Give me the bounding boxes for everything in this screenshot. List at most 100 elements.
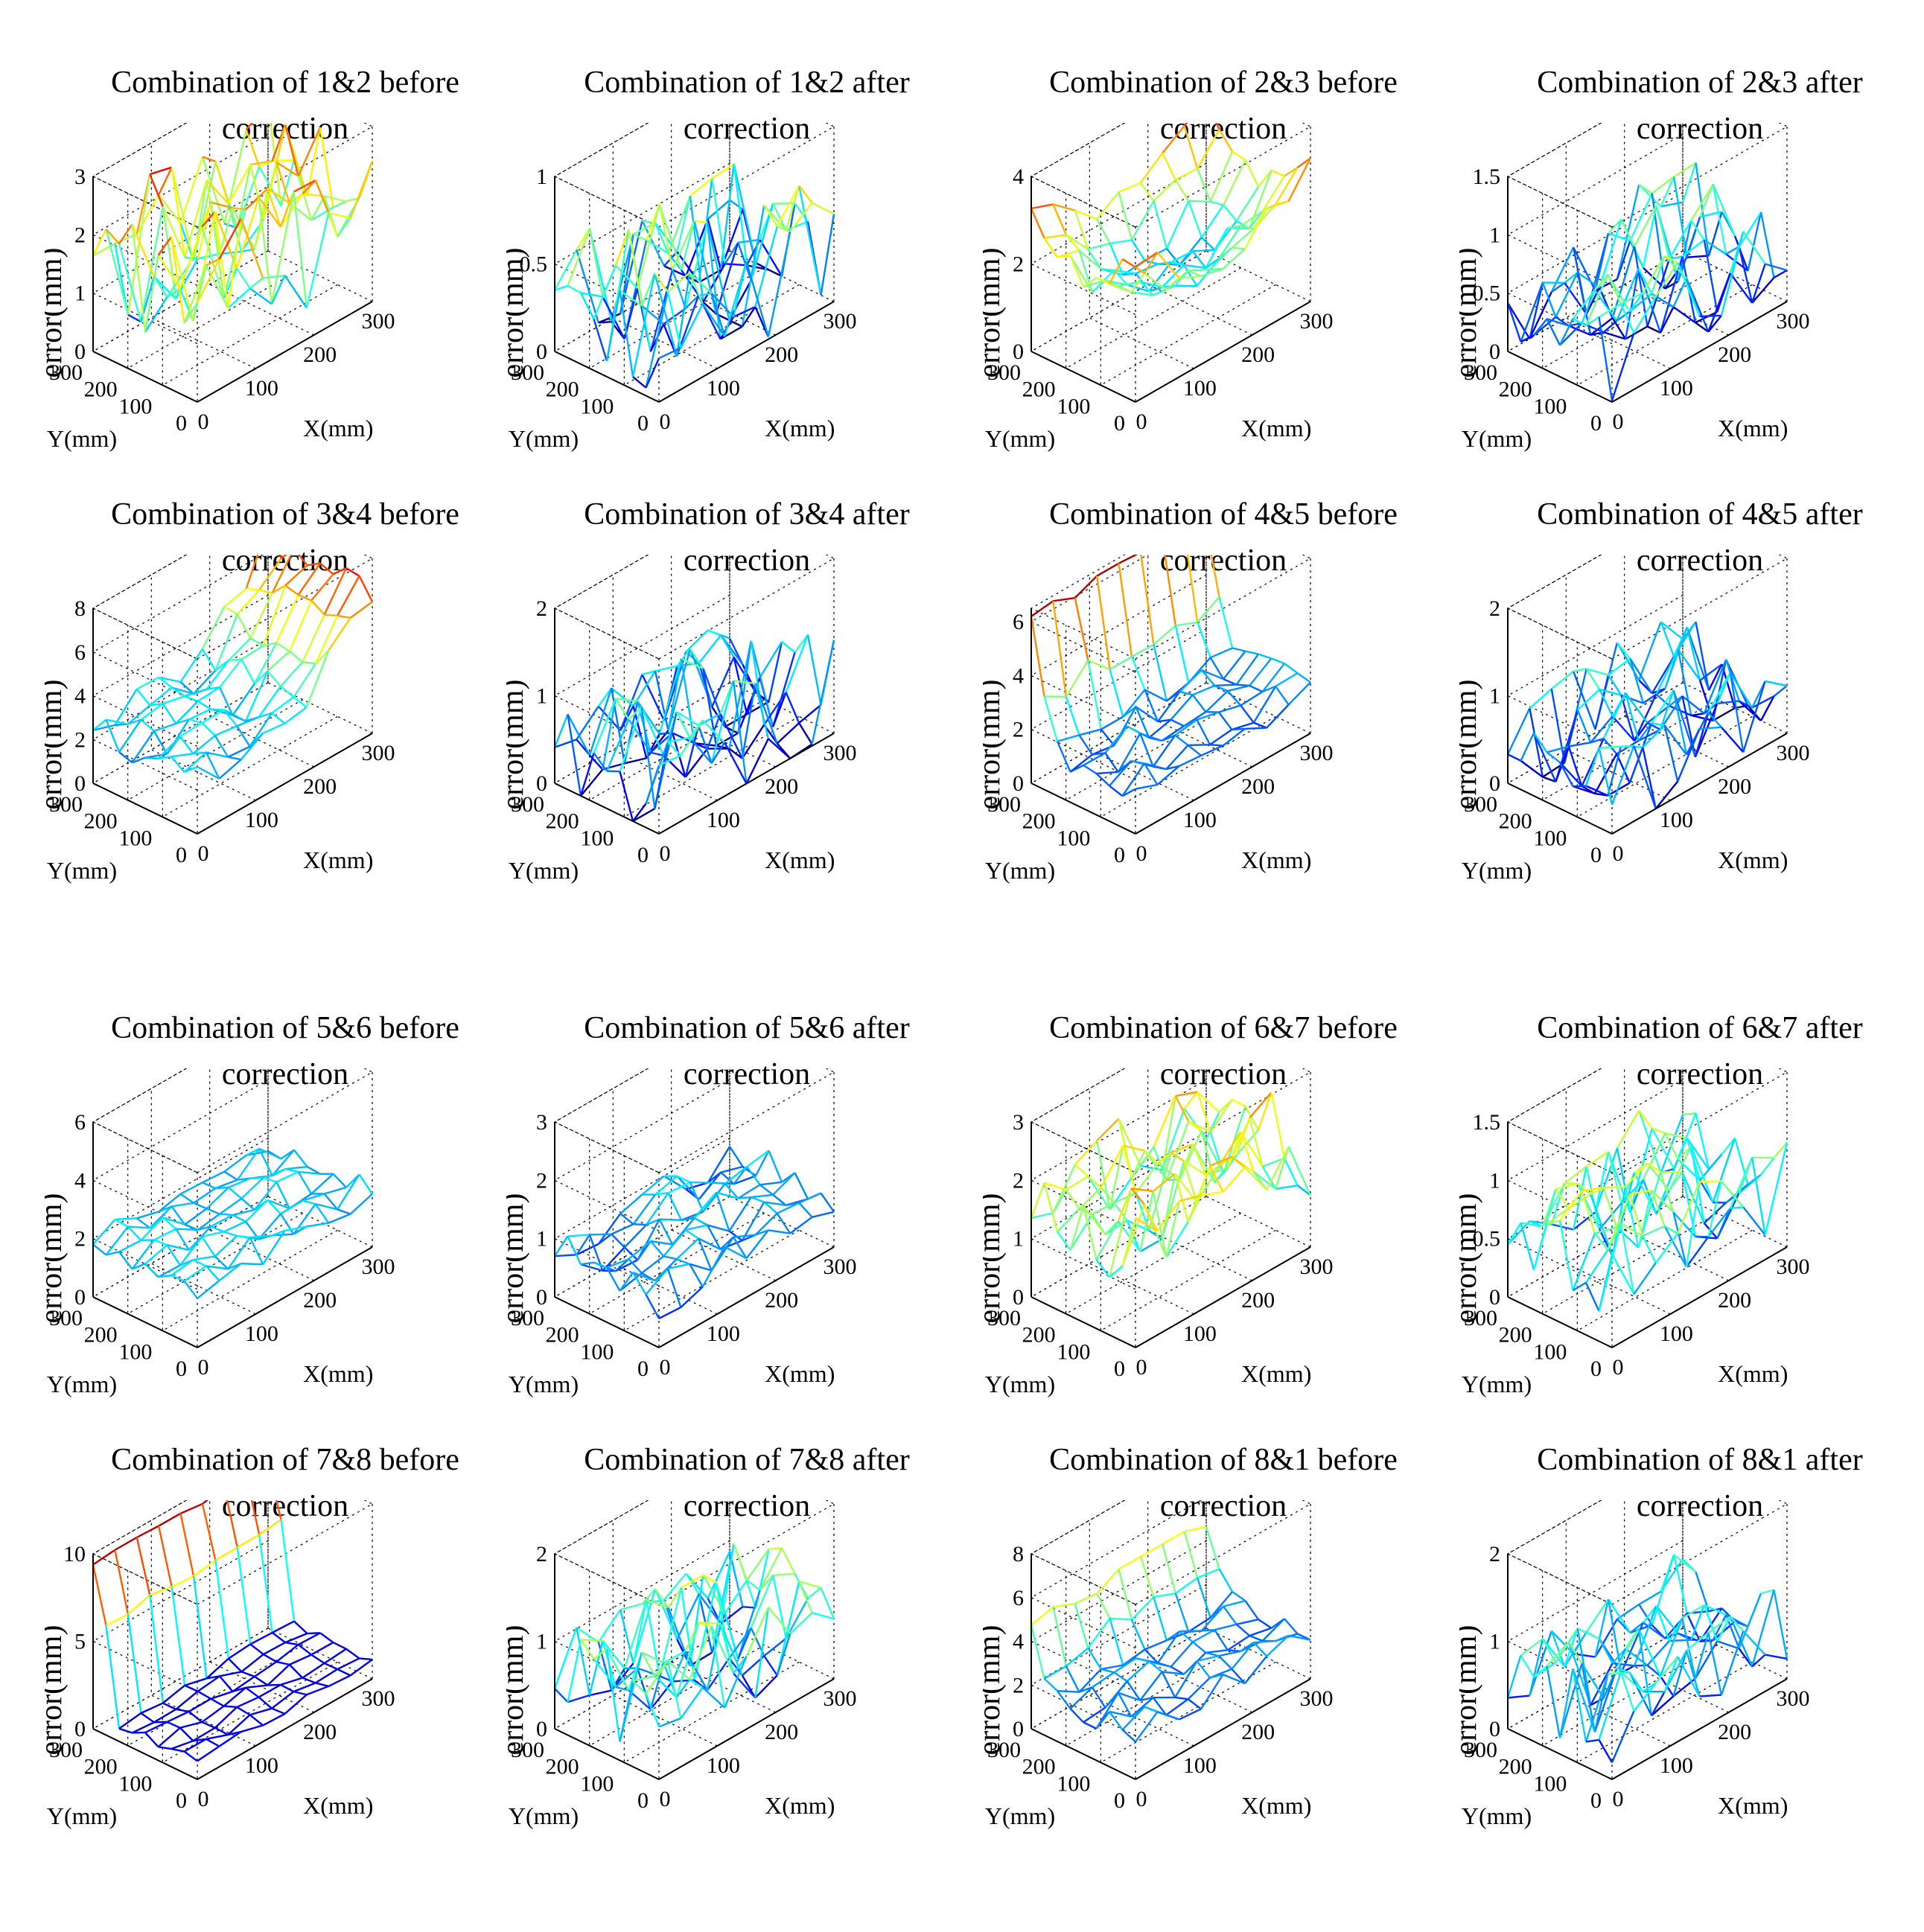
mesh-segment: [568, 1234, 590, 1236]
mesh-segment: [1088, 660, 1101, 730]
mesh-segment: [725, 264, 747, 265]
mesh-segment: [1674, 1651, 1687, 1696]
mesh-segment: [708, 630, 722, 635]
x-tick-label: 200: [1718, 1288, 1751, 1313]
x-tick-label: 0: [1613, 841, 1624, 866]
y-tick-label: 0: [1114, 411, 1125, 436]
mesh-segment: [180, 1722, 202, 1728]
y-tick-label: 100: [1057, 1771, 1090, 1796]
mesh-segment: [1114, 1672, 1127, 1681]
mesh-segment: [1578, 710, 1591, 743]
z-tick-label: 2: [1013, 1168, 1024, 1193]
surface-mesh: [93, 1149, 372, 1298]
mesh-segment: [782, 642, 795, 652]
mesh-segment: [259, 1697, 273, 1709]
x-tick-label: 100: [1660, 376, 1693, 401]
mesh-segment: [799, 1193, 821, 1203]
mesh-segment: [185, 1281, 198, 1298]
mesh-segment: [198, 701, 211, 710]
mesh-segment: [115, 1220, 128, 1227]
x-gridline: [555, 1554, 659, 1779]
mesh-segment: [145, 1263, 159, 1277]
mesh-segment: [159, 1514, 180, 1526]
mesh-segment: [1141, 555, 1154, 645]
mesh-segment: [203, 1500, 224, 1504]
mesh-segment: [1547, 1666, 1561, 1738]
mesh-segment: [163, 696, 185, 704]
mesh-segment: [281, 662, 302, 686]
mesh-segment: [1132, 1620, 1145, 1650]
x-tick-label: 0: [1136, 1787, 1147, 1811]
mesh-segment: [337, 218, 351, 237]
z-tick-label: 3: [1013, 1110, 1024, 1135]
mesh-segment: [768, 1230, 790, 1233]
mesh-segment: [150, 1587, 171, 1595]
mesh-segment: [128, 1227, 150, 1228]
mesh-segment: [786, 635, 808, 692]
mesh-segment: [1529, 689, 1551, 708]
mesh-segment: [316, 1683, 329, 1686]
y-tick-label: 0: [1590, 843, 1602, 867]
y-axis-label: Y(mm): [47, 425, 117, 452]
mesh-segment: [1202, 237, 1215, 250]
mesh-segment: [299, 1645, 312, 1655]
mesh-segment: [237, 1707, 250, 1715]
x-tick-label: 200: [303, 774, 337, 799]
mesh-segment: [328, 618, 350, 651]
mesh-segment: [1193, 686, 1214, 695]
mesh-segment: [1232, 1592, 1246, 1601]
mesh-segment: [1188, 270, 1210, 271]
z-axis-label: error(mm): [1459, 680, 1483, 810]
mesh-segment: [1272, 170, 1285, 176]
mesh-segment: [1232, 151, 1246, 159]
y-gridline: [93, 1122, 268, 1297]
mesh-segment: [1201, 746, 1223, 756]
mesh-segment: [106, 1625, 120, 1728]
z-tick-label: 8: [1013, 1542, 1024, 1566]
mesh-segment: [594, 265, 616, 319]
mesh-segment: [229, 1659, 242, 1672]
mesh-segment: [690, 1182, 712, 1183]
mesh-segment: [1687, 255, 1709, 257]
mesh-segment: [137, 1211, 159, 1218]
mesh-segment: [281, 1201, 302, 1214]
z-tick-label: 2: [74, 223, 86, 247]
mesh-segment: [1132, 201, 1153, 240]
mesh-segment: [1045, 696, 1058, 742]
mesh-segment: [695, 221, 708, 223]
mesh-segment: [141, 1703, 162, 1713]
mesh-segment: [1573, 669, 1587, 671]
x-tick-label: 300: [362, 1254, 395, 1279]
mesh-segment: [299, 595, 312, 601]
mesh-segment: [1185, 126, 1198, 168]
mesh-segment: [760, 1185, 774, 1195]
mesh-segment: [1119, 192, 1133, 240]
mesh-segment: [590, 688, 611, 755]
mesh-segment: [1700, 727, 1721, 729]
mesh-segment: [154, 724, 176, 731]
z-gridline: [1031, 683, 1206, 834]
y-tick-label: 0: [1590, 1356, 1602, 1381]
mesh-segment: [181, 1194, 194, 1203]
mesh-segment: [220, 1214, 233, 1215]
x-gridline: [613, 1520, 717, 1746]
surface-mesh: [93, 555, 372, 779]
mesh-segment: [337, 1658, 359, 1669]
x-gridline: [210, 1068, 314, 1281]
mesh-segment: [246, 1686, 267, 1688]
mesh-segment: [246, 130, 260, 166]
y-tick-label: 100: [580, 394, 614, 418]
y-axis-label: Y(mm): [509, 857, 579, 884]
mesh-segment: [634, 1224, 647, 1225]
mesh-segment: [625, 758, 646, 763]
mesh-segment: [250, 638, 264, 645]
mesh-segment: [576, 1627, 590, 1695]
mesh-segment: [1083, 765, 1097, 774]
mesh-segment: [1097, 774, 1110, 786]
mesh-segment: [1031, 1607, 1053, 1625]
mesh-segment: [1119, 182, 1141, 191]
mesh-segment: [1599, 304, 1621, 317]
z-tick-label: 4: [74, 1168, 86, 1193]
